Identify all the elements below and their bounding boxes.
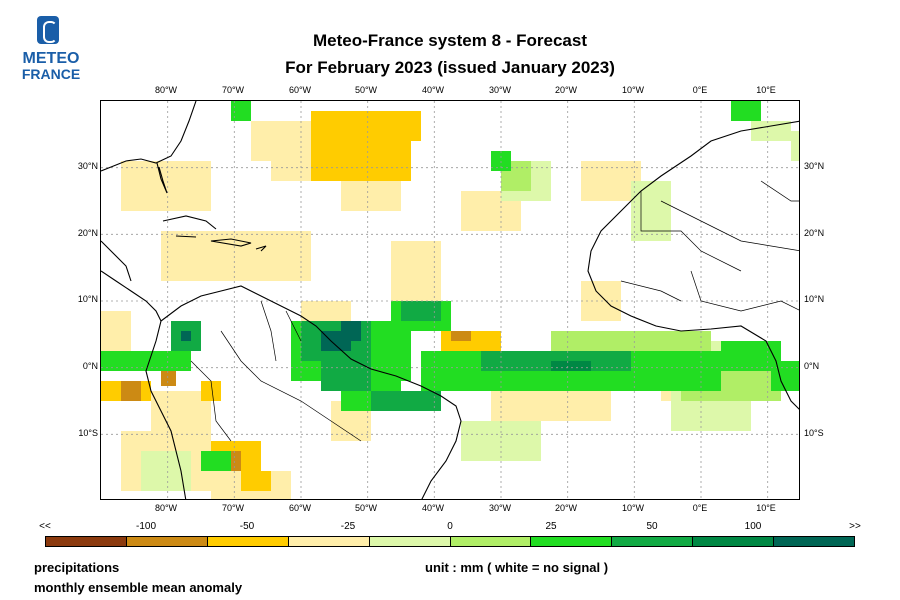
colorbar-label: -100 (135, 521, 156, 532)
lon-label-top: 0°E (692, 85, 708, 95)
lon-label-top: 40°W (421, 85, 445, 95)
anomaly-patch (751, 121, 791, 141)
colorbar-segment (774, 537, 855, 546)
lon-label-bottom: 60°W (288, 503, 312, 513)
lat-label-left: 10°N (77, 294, 98, 304)
anomaly-patch (231, 101, 251, 121)
colorbar-label: 0 (447, 521, 453, 532)
lat-label-left: 0°N (82, 361, 98, 371)
colorbar-segment (450, 537, 532, 546)
colorbar-label: << (39, 521, 51, 532)
anomaly-patch (311, 141, 411, 181)
lon-label-bottom: 10°E (756, 503, 776, 513)
anomaly-patch (181, 331, 191, 341)
anomaly-map (100, 100, 800, 500)
colorbar-segment (46, 537, 127, 546)
map-subtitle: For February 2023 (issued January 2023) (285, 58, 615, 77)
logo-emblem-icon (37, 16, 59, 44)
meteo-france-logo: METEO FRANCE (16, 16, 86, 86)
lon-label-bottom: 40°W (421, 503, 445, 513)
lat-label-left: 10°S (78, 428, 98, 438)
lon-label-bottom: 70°W (221, 503, 245, 513)
anomaly-patch (121, 161, 211, 211)
anomaly-patch (491, 391, 611, 421)
lon-label-bottom: 20°W (554, 503, 578, 513)
anomaly-patch (551, 361, 591, 371)
lon-label-bottom: 10°W (621, 503, 645, 513)
anomaly-patch (121, 381, 141, 401)
lon-label-bottom: 80°W (154, 503, 178, 513)
coastlines (101, 101, 799, 499)
anomaly-patch (311, 111, 421, 141)
lon-label-top: 80°W (154, 85, 178, 95)
lon-label-top: 10°W (621, 85, 645, 95)
colorbar-label: >> (849, 521, 861, 532)
anomaly-patch (371, 391, 441, 411)
colorbar-label: 100 (744, 521, 762, 532)
colorbar-segment (126, 537, 208, 546)
colorbar-label: 50 (646, 521, 658, 532)
anomaly-patch (731, 101, 761, 121)
colorbar-segment (531, 537, 613, 546)
anomaly-patch (201, 451, 231, 471)
lat-label-right: 30°N (804, 161, 825, 171)
colorbar-label: -50 (239, 521, 255, 532)
lat-label-right: 0°N (804, 361, 820, 371)
map-canvas (101, 101, 799, 499)
lon-label-top: 20°W (554, 85, 578, 95)
unit-label: unit : mm ( white = no signal ) (425, 560, 609, 575)
anomaly-cells (101, 101, 799, 499)
anomaly-patch (451, 331, 471, 341)
anomaly-patch (321, 361, 371, 391)
anomaly-patch (401, 301, 441, 321)
variable-label: precipitations (34, 560, 120, 575)
lat-label-left: 20°N (77, 228, 98, 238)
lat-label-left: 30°N (77, 161, 98, 171)
lon-label-bottom: 30°W (488, 503, 512, 513)
colorbar-segment (612, 537, 694, 546)
anomaly-patch (771, 361, 799, 391)
map-title: Meteo-France system 8 - Forecast (313, 31, 587, 50)
anomaly-patch (161, 371, 176, 386)
anomaly-patch (791, 131, 799, 161)
colorbar-label: -25 (340, 521, 356, 532)
lon-label-top: 50°W (354, 85, 378, 95)
anomaly-patch (631, 181, 671, 241)
logo-text-line2: FRANCE (21, 66, 81, 82)
colorbar (45, 536, 855, 547)
lon-label-bottom: 50°W (354, 503, 378, 513)
lon-label-bottom: 0°E (692, 503, 708, 513)
colorbar-segment (693, 537, 775, 546)
colorbar-segment (288, 537, 370, 546)
lat-label-right: 10°S (804, 428, 824, 438)
lat-label-right: 10°N (804, 294, 825, 304)
anomaly-patch (341, 321, 361, 341)
lat-label-right: 20°N (804, 228, 825, 238)
description-label: monthly ensemble mean anomaly (34, 580, 243, 595)
lon-label-top: 70°W (221, 85, 245, 95)
anomaly-patch (201, 381, 221, 401)
lon-label-top: 30°W (488, 85, 512, 95)
anomaly-patch (391, 241, 441, 301)
colorbar-segment (207, 537, 289, 546)
colorbar-label: 25 (545, 521, 557, 532)
logo-text-line1: METEO (22, 50, 80, 67)
anomaly-patch (241, 471, 271, 491)
anomaly-patch (161, 231, 311, 281)
colorbar-segment (369, 537, 451, 546)
lon-label-top: 10°E (756, 85, 776, 95)
lon-label-top: 60°W (288, 85, 312, 95)
anomaly-patch (101, 351, 191, 371)
